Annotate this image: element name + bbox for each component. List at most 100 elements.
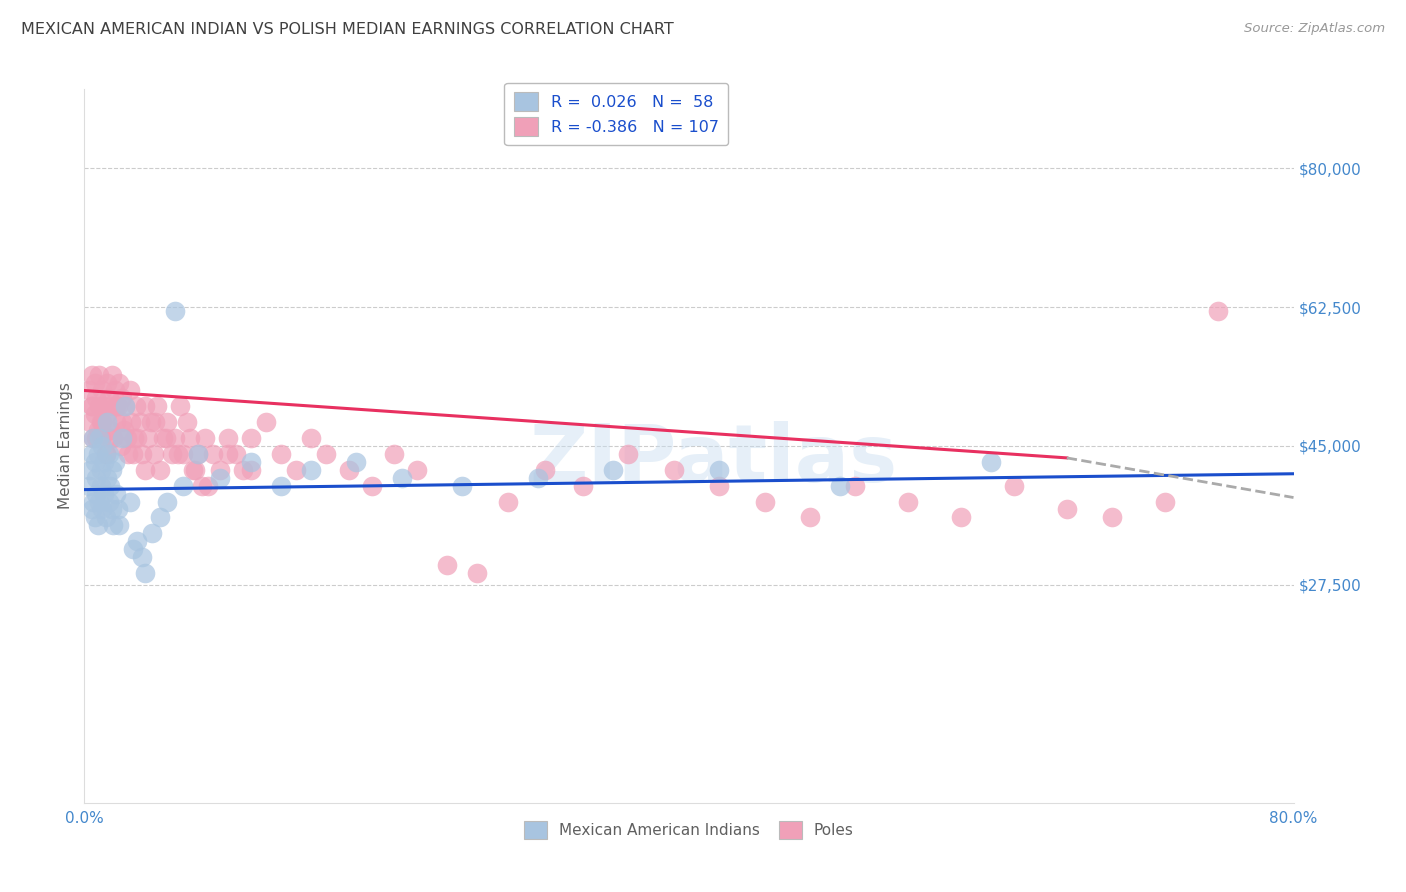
Point <box>79 463 101 477</box>
Point <box>117 447 139 461</box>
Legend: Mexican American Indians, Poles: Mexican American Indians, Poles <box>519 815 859 845</box>
Point <box>89 494 111 508</box>
Point <box>91 502 114 516</box>
Point <box>299 431 322 445</box>
Point <box>105 415 128 429</box>
Point <box>467 566 489 580</box>
Point <box>96 415 118 429</box>
Point <box>142 447 165 461</box>
Point <box>100 368 122 382</box>
Point <box>534 463 557 477</box>
Point <box>98 478 121 492</box>
Point <box>239 431 262 445</box>
Point <box>709 478 731 492</box>
Point <box>77 478 100 492</box>
Point <box>93 486 115 500</box>
Point <box>146 400 169 414</box>
Point <box>94 447 117 461</box>
Y-axis label: Median Earnings: Median Earnings <box>58 383 73 509</box>
Point <box>149 510 172 524</box>
Point <box>572 478 595 492</box>
Point <box>96 376 118 390</box>
Point <box>209 463 232 477</box>
Point <box>194 431 217 445</box>
Point <box>93 400 115 414</box>
Point <box>121 542 143 557</box>
Point <box>82 431 104 445</box>
Point <box>127 534 149 549</box>
Point <box>112 423 135 437</box>
Point <box>87 518 110 533</box>
Point <box>1206 304 1229 318</box>
Point <box>172 478 194 492</box>
Point <box>1056 502 1078 516</box>
Point <box>165 304 187 318</box>
Point <box>84 510 107 524</box>
Point <box>360 478 382 492</box>
Point <box>337 463 360 477</box>
Point <box>101 431 124 445</box>
Point <box>897 494 920 508</box>
Point <box>950 510 973 524</box>
Point <box>90 415 112 429</box>
Point <box>165 431 187 445</box>
Point <box>100 400 122 414</box>
Point <box>87 423 110 437</box>
Point <box>181 463 204 477</box>
Point <box>120 415 142 429</box>
Point <box>131 549 153 564</box>
Point <box>141 526 163 541</box>
Point <box>111 415 134 429</box>
Point <box>127 431 149 445</box>
Point <box>87 447 110 461</box>
Point <box>496 494 519 508</box>
Point <box>254 415 277 429</box>
Point <box>406 463 429 477</box>
Point <box>451 478 474 492</box>
Point <box>201 447 224 461</box>
Point <box>86 471 108 485</box>
Point <box>152 431 174 445</box>
Point <box>79 415 101 429</box>
Point <box>346 455 368 469</box>
Point <box>91 415 114 429</box>
Point <box>167 447 190 461</box>
Point <box>91 384 114 398</box>
Point <box>101 518 124 533</box>
Point <box>156 494 179 508</box>
Point <box>105 400 128 414</box>
Point <box>107 502 129 516</box>
Point <box>131 447 153 461</box>
Point <box>709 463 731 477</box>
Point <box>80 368 103 382</box>
Point <box>90 463 112 477</box>
Point <box>94 510 117 524</box>
Point <box>91 439 114 453</box>
Point <box>382 447 405 461</box>
Point <box>100 502 122 516</box>
Point <box>90 431 112 445</box>
Point <box>110 439 132 453</box>
Point <box>617 447 640 461</box>
Text: ZIPatlas: ZIPatlas <box>529 421 897 500</box>
Point <box>121 447 143 461</box>
Point <box>80 400 103 414</box>
Point <box>160 447 183 461</box>
Point <box>108 518 131 533</box>
Point <box>136 431 159 445</box>
Point <box>285 463 308 477</box>
Point <box>107 400 129 414</box>
Point <box>97 447 120 461</box>
Point <box>111 392 134 406</box>
Point <box>80 502 103 516</box>
Point <box>155 431 177 445</box>
Point <box>100 463 122 477</box>
Point <box>108 376 131 390</box>
Point <box>270 447 292 461</box>
Point <box>1002 478 1025 492</box>
Point <box>217 447 239 461</box>
Point <box>114 400 136 414</box>
Point <box>104 384 127 398</box>
Point <box>172 447 194 461</box>
Point <box>187 447 209 461</box>
